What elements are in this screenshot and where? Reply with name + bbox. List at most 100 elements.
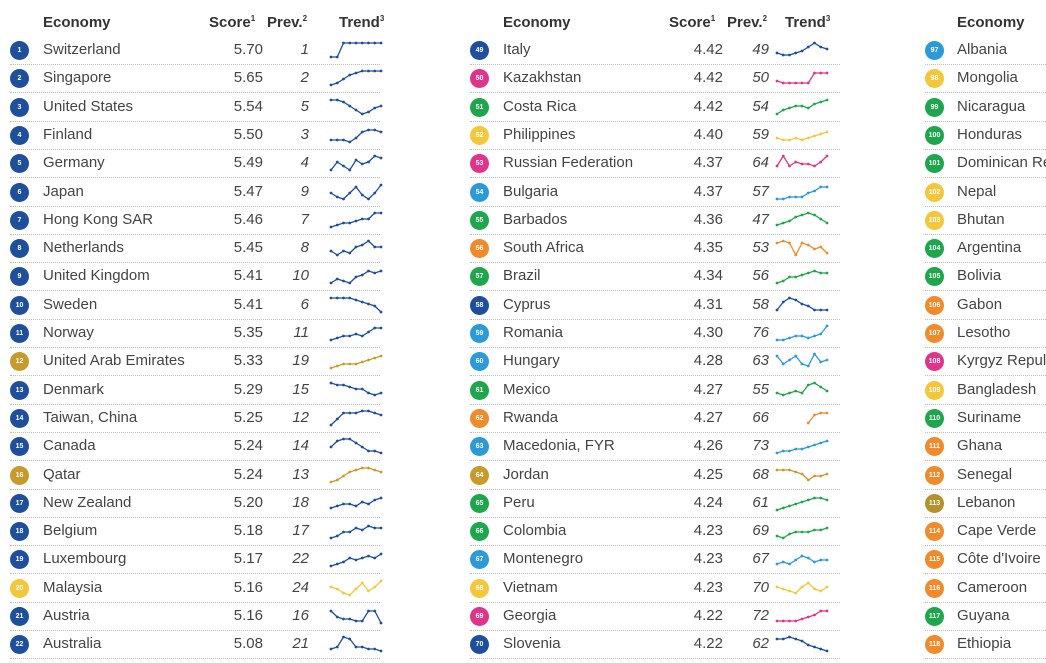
trend-point <box>775 354 779 358</box>
score-value: 4.34 <box>693 267 723 285</box>
score-value: 5.25 <box>233 408 263 426</box>
score-value: 5.46 <box>233 210 263 228</box>
trend-point <box>335 253 339 257</box>
trend-point <box>354 219 358 223</box>
trend-point <box>367 41 370 45</box>
trend-sparkline <box>329 154 383 172</box>
rank-badge: 60 <box>470 352 489 372</box>
header-prev: Prev.2 <box>727 14 767 31</box>
trend-point <box>367 466 370 469</box>
rank-badge: 109 <box>925 380 944 400</box>
score-value: 5.18 <box>233 522 263 540</box>
trend-point <box>373 393 377 396</box>
trend-point <box>360 243 364 247</box>
trend-point <box>788 635 791 639</box>
trend-point <box>379 451 383 455</box>
trend-point <box>329 506 333 510</box>
trend-point <box>825 185 829 188</box>
trend-point <box>354 362 358 366</box>
trend-point <box>800 195 804 198</box>
trend-point <box>348 140 352 144</box>
rank-badge: 70 <box>470 635 489 655</box>
previous-rank: 21 <box>292 635 309 653</box>
trend-point <box>354 158 358 162</box>
previous-rank: 59 <box>752 125 769 143</box>
rank-badge: 20 <box>10 578 29 598</box>
trend-point <box>819 385 823 388</box>
trend-point <box>348 593 352 597</box>
score-value: 4.31 <box>693 295 723 313</box>
economy-name: Luxembourg <box>43 550 127 568</box>
trend-point <box>806 478 810 481</box>
trend-point <box>354 298 358 302</box>
rank-badge: 101 <box>925 154 944 174</box>
trend-point <box>367 609 370 613</box>
trend-point <box>329 338 333 342</box>
table-row: 21 Austria 5.16 16 <box>10 602 383 631</box>
trend-point <box>794 591 798 595</box>
trend-line <box>776 42 828 56</box>
previous-rank: 58 <box>752 295 769 313</box>
table-row: 54 Bulgaria 4.37 57 <box>470 178 840 207</box>
table-row: 2 Singapore 5.65 2 <box>10 64 383 94</box>
trend-sparkline <box>775 526 829 540</box>
rank-badge: 61 <box>470 380 489 400</box>
score-value: 5.70 <box>233 41 263 58</box>
trend-point <box>819 308 823 312</box>
trend-point <box>781 138 785 142</box>
rank-badge: 9 <box>10 267 29 287</box>
rank-badge: 5 <box>10 154 29 174</box>
trend-point <box>354 71 358 75</box>
rank-badge: 2 <box>10 69 29 89</box>
trend-point <box>329 564 333 568</box>
trend-point <box>379 245 383 249</box>
economy-name: Japan <box>43 182 84 200</box>
trend-point <box>329 480 333 483</box>
header-prev-label: Prev. <box>727 14 763 31</box>
economy-name: Netherlands <box>43 239 124 257</box>
previous-rank: 17 <box>292 522 309 540</box>
rank-badge: 116 <box>925 578 944 598</box>
table-row: 114 Cape Verde <box>925 517 1046 547</box>
trend-point <box>794 195 798 198</box>
trend-point <box>367 524 370 528</box>
trend-point <box>367 358 370 362</box>
trend-point <box>379 130 383 134</box>
previous-rank: 1 <box>300 41 309 58</box>
trend-point <box>342 635 345 639</box>
trend-point <box>825 130 829 134</box>
rank-badge: 63 <box>470 437 489 457</box>
trend-point <box>788 532 791 536</box>
trend-point <box>348 251 352 255</box>
trend-point <box>373 69 377 73</box>
header-prev: Prev.2 <box>267 14 307 31</box>
trend-point <box>367 69 370 73</box>
trend-point <box>800 530 804 534</box>
trend-point <box>775 585 779 589</box>
trend-point <box>354 245 358 249</box>
trend-sparkline <box>329 128 383 144</box>
table-row: 20 Malaysia 5.16 24 <box>10 574 383 603</box>
economy-name: Hong Kong SAR <box>43 210 154 228</box>
trend-point <box>819 609 823 613</box>
previous-rank: 22 <box>292 550 309 568</box>
score-value: 4.42 <box>693 97 723 115</box>
footnote-marker: 2 <box>302 14 308 23</box>
previous-rank: 73 <box>752 437 769 455</box>
table-row: 59 Romania 4.30 76 <box>470 319 840 348</box>
trend-point <box>781 197 785 200</box>
economy-name: Colombia <box>503 522 567 540</box>
economy-name: Kyrgyz Repul <box>957 352 1046 370</box>
trend-point <box>806 45 810 49</box>
trend-point <box>360 360 364 364</box>
trend-point <box>794 637 798 641</box>
economy-name: Malaysia <box>43 578 103 596</box>
previous-rank: 76 <box>752 324 769 341</box>
trend-point <box>360 162 364 166</box>
header-prev-label: Prev. <box>267 14 303 31</box>
table-row: 70 Slovenia 4.22 62 <box>470 630 840 660</box>
trend-point <box>781 506 785 510</box>
trend-point <box>360 619 364 623</box>
economy-name: Finland <box>43 125 93 143</box>
trend-point <box>335 383 339 386</box>
